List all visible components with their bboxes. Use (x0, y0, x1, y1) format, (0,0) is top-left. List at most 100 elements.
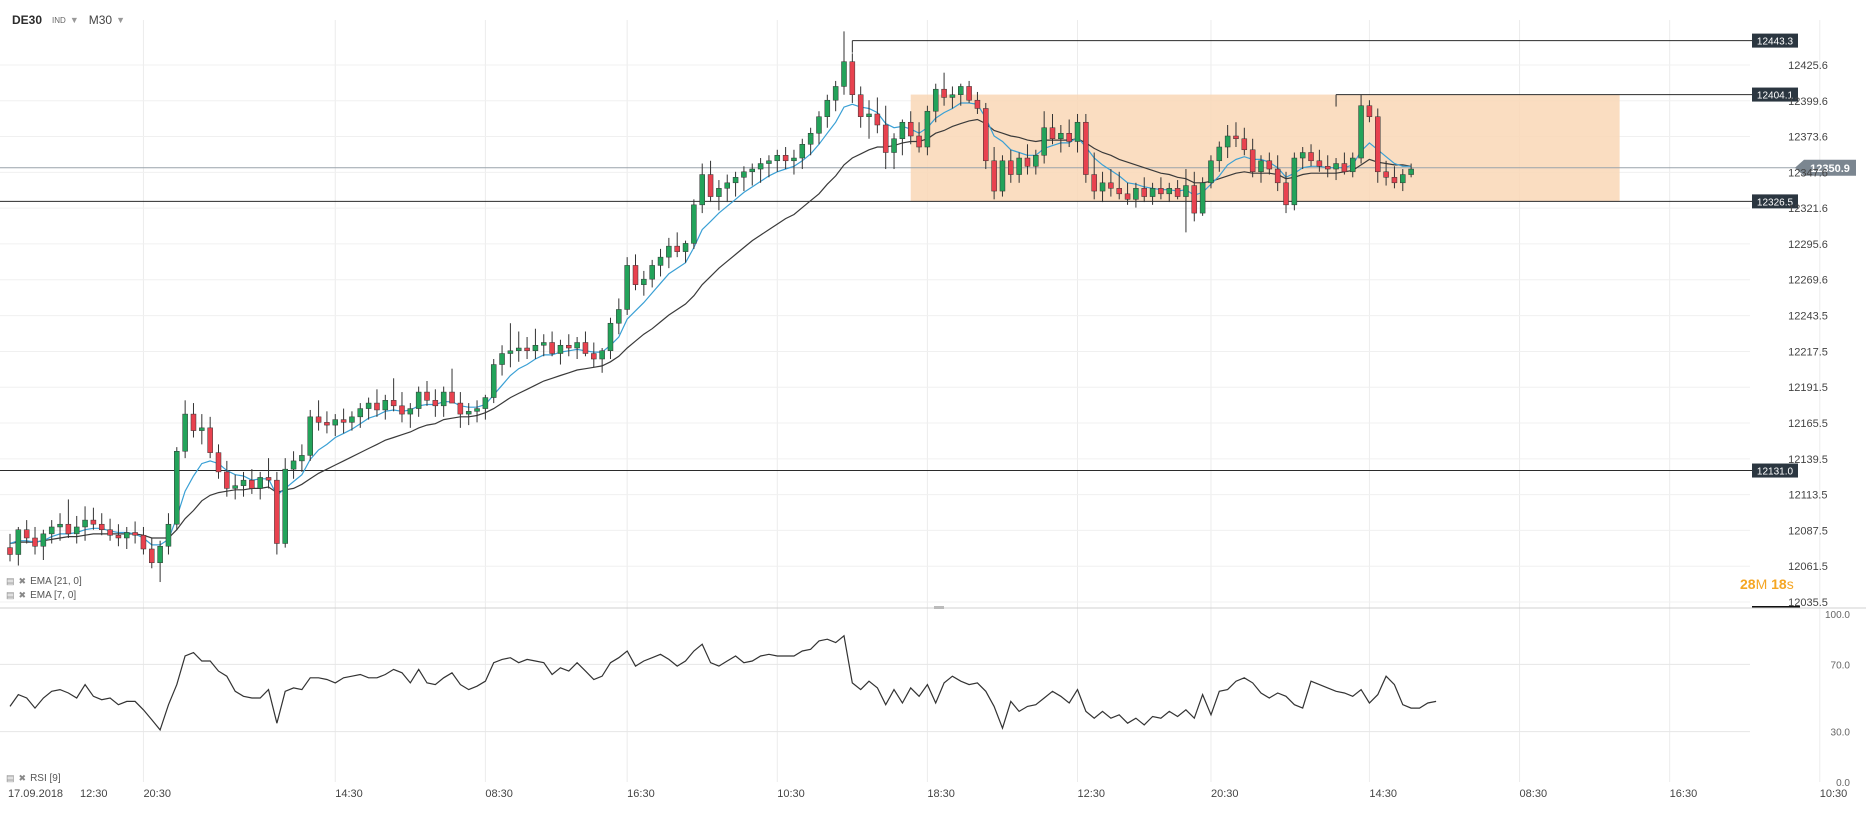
price-tick-label: 12165.5 (1788, 418, 1828, 430)
rsi-tick-label: 70.0 (1831, 660, 1851, 671)
candle-body (791, 157, 797, 162)
range-zone (910, 94, 1620, 202)
candle-body (1316, 160, 1323, 167)
candle-body (1375, 116, 1381, 173)
candle-body (1291, 157, 1298, 206)
candle-body (1341, 163, 1348, 173)
bear-candle (916, 122, 922, 153)
candle-body (1266, 160, 1273, 170)
legend-ema7: ▤ ✖ EMA [7, 0] (6, 590, 76, 601)
close-icon[interactable]: ✖ (18, 773, 27, 783)
candle-body (382, 400, 389, 411)
candle-body (607, 322, 614, 352)
symbol-label[interactable]: DE30 (12, 13, 43, 27)
candle-body (374, 402, 380, 411)
candle-body (1033, 155, 1039, 167)
bull-candle (48, 520, 55, 544)
candle-body (23, 529, 30, 539)
bull-candle (232, 474, 238, 500)
candle-body (157, 545, 163, 564)
time-tick-label: 10:30 (777, 788, 805, 800)
close-icon[interactable]: ✖ (18, 576, 27, 586)
candle-body (782, 155, 789, 162)
bull-candle (124, 526, 130, 549)
candle-body (90, 519, 97, 525)
current-price-tag: 12350.9 (1795, 159, 1856, 176)
candle-body (549, 342, 555, 354)
candle-body (1383, 171, 1389, 178)
candle-body (399, 405, 405, 415)
eye-icon[interactable]: ▤ (6, 773, 15, 783)
bear-candle (265, 458, 272, 489)
candle-body (716, 188, 722, 197)
bull-candle (1133, 182, 1139, 208)
bear-candle (1108, 169, 1114, 197)
bear-candle (549, 331, 555, 357)
candle-body (1216, 146, 1223, 162)
indicator-menu[interactable]: IND (52, 15, 66, 25)
time-tick-label: 20:30 (143, 788, 171, 800)
timeframe-selector[interactable]: M30 (88, 13, 113, 27)
candle-body (557, 345, 564, 354)
candle-body (616, 309, 622, 324)
candle-body (899, 121, 906, 140)
chevron-down-icon[interactable]: ▼ (116, 15, 125, 25)
bear-candle (1375, 108, 1381, 183)
close-icon[interactable]: ✖ (18, 590, 27, 600)
candle-body (1274, 168, 1281, 184)
bear-candle (1008, 149, 1014, 183)
bear-candle (991, 147, 997, 200)
candle-body (732, 177, 739, 184)
price-tick-label: 12243.5 (1788, 311, 1828, 323)
candle-body (882, 124, 889, 153)
candle-body (591, 353, 597, 360)
bear-candle (907, 111, 914, 145)
eye-icon[interactable]: ▤ (6, 590, 15, 600)
candle-body (40, 533, 47, 547)
chevron-down-icon[interactable]: ▼ (69, 15, 79, 25)
candle-body (15, 529, 22, 555)
candle-body (1158, 188, 1164, 195)
bear-candle (1066, 119, 1072, 148)
bull-candle (307, 409, 313, 461)
bear-candle (65, 499, 72, 538)
time-tick-label: 10:30 (1820, 788, 1848, 800)
candle-body (841, 61, 847, 87)
bear-candle (190, 403, 197, 438)
candle-body (699, 174, 705, 206)
candle-body (532, 345, 539, 352)
candle-body (1308, 152, 1314, 162)
level-label-text: 12326.5 (1757, 197, 1794, 208)
bull-candle (1224, 124, 1231, 159)
candle-body (824, 99, 831, 117)
bear-candle (1383, 160, 1389, 186)
candle-body (541, 342, 547, 346)
bull-candle (1033, 149, 1039, 175)
bull-candle (1349, 152, 1356, 178)
bull-candle (891, 133, 897, 170)
bull-candle (574, 336, 580, 360)
bear-candle (140, 526, 147, 555)
bull-candle (57, 513, 63, 541)
candle-body (57, 523, 63, 528)
candle-body (249, 479, 255, 489)
bull-candle (624, 257, 630, 315)
candle-body (1141, 188, 1147, 197)
level-label: 12131.0 (1752, 463, 1798, 478)
candle-body (199, 427, 205, 431)
bull-candle (1016, 152, 1022, 183)
bull-candle (1074, 113, 1081, 153)
eye-icon[interactable]: ▤ (6, 576, 15, 586)
bear-candle (1174, 180, 1181, 200)
bear-candle (432, 389, 439, 417)
bull-candle (757, 158, 764, 183)
bull-candle (666, 237, 672, 269)
bull-candle (841, 31, 847, 95)
candle-body (1116, 188, 1122, 195)
price-tick-label: 12425.6 (1788, 60, 1828, 72)
candle-body (916, 135, 922, 148)
bear-candle (1083, 113, 1089, 183)
bear-candle (1191, 171, 1198, 222)
